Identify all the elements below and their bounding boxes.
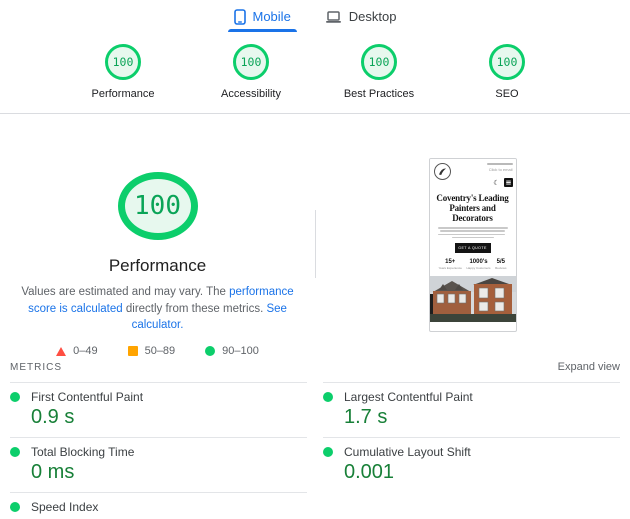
tab-mobile[interactable]: Mobile [222, 2, 303, 32]
metric-label: Cumulative Layout Shift [344, 445, 471, 459]
score-ring: 100 [233, 44, 269, 80]
metric-first-contentful-paint: First Contentful Paint 0.9 s [10, 382, 307, 437]
stat-item: 1000's Happy Customers [467, 259, 491, 270]
section-divider [0, 113, 630, 114]
gauge-description: Values are estimated and may vary. The p… [12, 284, 304, 334]
metrics-column-left: First Contentful Paint 0.9 s Total Block… [10, 382, 307, 519]
calculation-link[interactable]: performance score is calculated [28, 285, 294, 315]
site-logo [433, 163, 451, 180]
calculator-link[interactable]: See calculator. [131, 302, 287, 332]
thumb-contact: Click to email [486, 163, 513, 172]
gauge-panel: 100 Performance Values are estimated and… [0, 114, 315, 357]
tab-desktop-label: Desktop [348, 9, 397, 24]
pass-dot-icon [323, 447, 333, 457]
mobile-phone-icon [233, 8, 246, 25]
phone-number-text [486, 163, 513, 165]
stat-value: 5/5 [496, 259, 505, 266]
tab-desktop[interactable]: Desktop [313, 2, 409, 32]
legend-fail-label: 0–49 [73, 345, 98, 357]
pass-dot-icon [10, 502, 20, 512]
stat-item: 5/5 Reviews [495, 259, 506, 270]
score-seo[interactable]: 100 SEO [463, 44, 551, 100]
thumb-hero: Coventry's Leading Painters and Decorato… [430, 186, 516, 270]
thumb-heading: Coventry's Leading Painters and Decorato… [436, 193, 509, 224]
score-value: 100 [240, 55, 262, 69]
vertical-divider [315, 210, 316, 278]
score-legend: 0–49 50–89 90–100 [56, 345, 259, 357]
thumb-site-header: Click to email ☾ [429, 159, 516, 187]
score-value: 100 [368, 55, 390, 69]
legend-fail: 0–49 [56, 345, 98, 357]
laptop-icon [325, 10, 342, 24]
metric-label: First Contentful Paint [31, 390, 144, 404]
description-text: Values are estimated and may vary. The [21, 285, 230, 298]
screenshot-panel: Click to email ☾ Coventry's Leading Pain… [315, 114, 630, 357]
stat-label: Years Experience [438, 266, 462, 271]
legend-pass: 90–100 [205, 345, 259, 357]
metrics-header-row: METRICS Expand view [10, 359, 620, 375]
performance-summary: 100 Performance Values are estimated and… [0, 114, 630, 357]
metric-total-blocking-time: Total Blocking Time 0 ms [10, 437, 307, 492]
email-link: Click to email [488, 167, 513, 172]
stat-label: Happy Customers [466, 266, 491, 271]
metric-label: Largest Contentful Paint [344, 390, 473, 404]
metric-value: 0 ms [31, 461, 75, 483]
thumb-paragraph [437, 227, 508, 239]
score-accessibility[interactable]: 100 Accessibility [207, 44, 295, 100]
score-ring: 100 [361, 44, 397, 80]
score-value: 100 [496, 55, 518, 69]
metric-label: Speed Index [31, 500, 99, 514]
metric-cumulative-layout-shift: Cumulative Layout Shift 0.001 [323, 437, 620, 492]
score-ring: 100 [489, 44, 525, 80]
device-tabs: Mobile Desktop [0, 0, 630, 32]
score-label: SEO [495, 88, 519, 100]
average-square-icon [127, 346, 138, 356]
gauge-value: 100 [134, 190, 181, 221]
final-screenshot-thumbnail[interactable]: Click to email ☾ Coventry's Leading Pain… [428, 158, 517, 332]
fail-triangle-icon [56, 346, 67, 356]
score-label: Accessibility [221, 88, 281, 100]
gauge-title: Performance [108, 255, 207, 275]
metric-value: 0.001 [344, 461, 395, 483]
score-performance[interactable]: 100 Performance [79, 44, 167, 100]
stat-value: 15+ [445, 259, 456, 266]
score-label: Best Practices [343, 88, 415, 100]
score-value: 100 [112, 55, 134, 69]
metric-largest-contentful-paint: Largest Contentful Paint 1.7 s [323, 382, 620, 437]
pass-dot-icon [10, 392, 20, 402]
tab-mobile-label: Mobile [252, 9, 291, 24]
metric-value: 1.7 s [344, 406, 388, 428]
thumb-header-icons: ☾ [493, 174, 513, 192]
metric-label: Total Blocking Time [31, 445, 135, 459]
performance-gauge: 100 [117, 172, 198, 240]
description-text: directly from these metrics. [122, 302, 267, 315]
house-photo [429, 276, 516, 323]
metric-value: 1.8 s [31, 516, 307, 519]
pass-dot-icon [10, 447, 20, 457]
metric-value: 0.9 s [31, 406, 75, 428]
metrics-grid: First Contentful Paint 0.9 s Total Block… [10, 382, 620, 519]
legend-average: 50–89 [127, 345, 176, 357]
score-best-practices[interactable]: 100 Best Practices [335, 44, 423, 100]
get-a-quote-button: GET A QUOTE [454, 243, 491, 254]
legend-pass-label: 90–100 [222, 345, 259, 357]
category-scores: 100 Performance 100 Accessibility 100 Be… [0, 44, 630, 100]
metrics-column-right: Largest Contentful Paint 1.7 s Cumulativ… [323, 382, 620, 519]
pass-circle-icon [205, 346, 216, 356]
pass-dot-icon [323, 392, 333, 402]
score-label: Performance [91, 88, 155, 100]
moon-icon: ☾ [493, 179, 500, 187]
legend-average-label: 50–89 [144, 345, 176, 357]
menu-icon [503, 174, 513, 192]
stat-item: 15+ Years Experience [439, 259, 462, 270]
stat-label: Reviews [495, 266, 507, 271]
metric-speed-index: Speed Index 1.8 s [10, 492, 307, 519]
score-ring: 100 [105, 44, 141, 80]
metrics-section: METRICS Expand view First Contentful Pai… [0, 359, 630, 519]
thumb-stats: 15+ Years Experience 1000's Happy Custom… [435, 259, 511, 270]
stat-value: 1000's [469, 259, 488, 266]
metrics-title: METRICS [10, 361, 62, 373]
expand-view-button[interactable]: Expand view [557, 361, 620, 373]
